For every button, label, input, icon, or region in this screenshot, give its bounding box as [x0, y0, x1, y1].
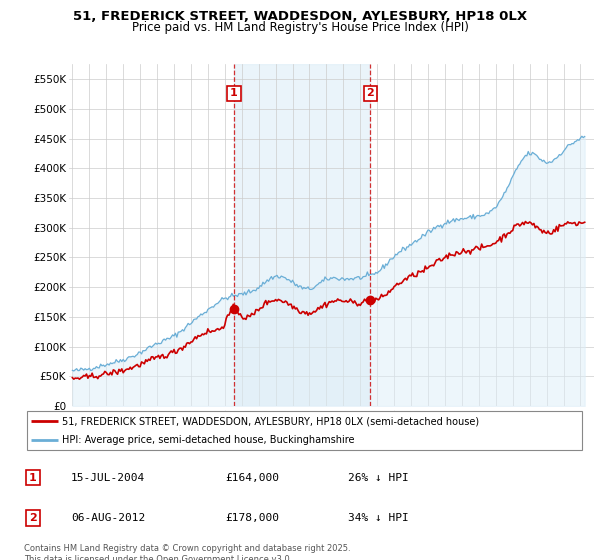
FancyBboxPatch shape: [27, 411, 582, 450]
Text: 2: 2: [29, 513, 37, 523]
Text: Price paid vs. HM Land Registry's House Price Index (HPI): Price paid vs. HM Land Registry's House …: [131, 21, 469, 34]
Text: 2: 2: [367, 88, 374, 99]
Text: 34% ↓ HPI: 34% ↓ HPI: [347, 513, 409, 523]
Text: HPI: Average price, semi-detached house, Buckinghamshire: HPI: Average price, semi-detached house,…: [62, 435, 355, 445]
Text: £178,000: £178,000: [225, 513, 279, 523]
Text: £164,000: £164,000: [225, 473, 279, 483]
Text: 26% ↓ HPI: 26% ↓ HPI: [347, 473, 409, 483]
Text: 51, FREDERICK STREET, WADDESDON, AYLESBURY, HP18 0LX: 51, FREDERICK STREET, WADDESDON, AYLESBU…: [73, 10, 527, 23]
Text: Contains HM Land Registry data © Crown copyright and database right 2025.
This d: Contains HM Land Registry data © Crown c…: [24, 544, 350, 560]
Text: 06-AUG-2012: 06-AUG-2012: [71, 513, 145, 523]
Text: 51, FREDERICK STREET, WADDESDON, AYLESBURY, HP18 0LX (semi-detached house): 51, FREDERICK STREET, WADDESDON, AYLESBU…: [62, 417, 479, 426]
Bar: [234, 64, 370, 406]
Text: 1: 1: [29, 473, 37, 483]
Text: 15-JUL-2004: 15-JUL-2004: [71, 473, 145, 483]
Text: 1: 1: [230, 88, 238, 99]
